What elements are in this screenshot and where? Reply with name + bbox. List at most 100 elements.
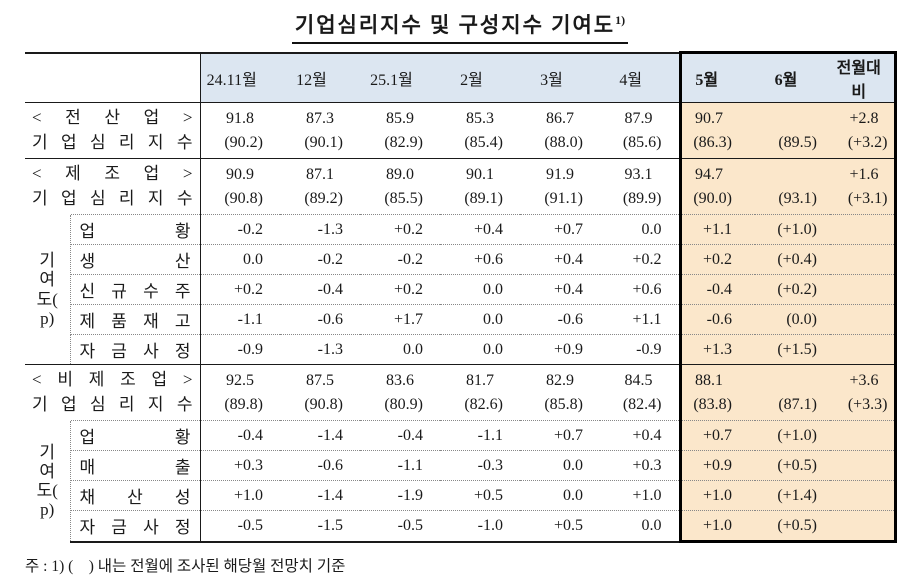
contrib-row-s2-r0: 기 여 도(p) 업 황 -0.2 -1.3 +0.2 +0.4 +0.7 0.0 +1.1 (+1.… (25, 214, 897, 365)
index-cell-s1-c2: 89.0 (85.5) (360, 158, 440, 215)
contrib-row-label: 업 황 (70, 420, 201, 451)
index-cell-s1-c1: 87.1 (89.2) (280, 158, 360, 215)
contrib-cell-s2-r4-c5: -0.9 (600, 334, 680, 365)
index-row-label: < 비 제 조 업 > 기 업 심 리 지 수 (25, 364, 201, 421)
index-cell-s0-c8: +2.8 (+3.2) (830, 102, 897, 159)
contrib-cell-s2-r1-c6: +0.2 (678, 244, 755, 275)
corner-cell (25, 51, 201, 103)
index-cell-s0-c3: 85.3 (85.4) (440, 102, 520, 159)
index-cell-s0-c5: 87.9 (85.6) (600, 102, 680, 159)
contrib-cell-s2-r1-c1: -0.2 (280, 244, 360, 275)
contrib-cell-s4-r1-c5: +0.3 (600, 450, 680, 481)
index-cell-s3-c1: 87.5 (90.8) (280, 364, 360, 421)
contrib-cell-s2-r0-c6: +1.1 (678, 214, 755, 245)
contrib-row-label: 자 금 사 정 (70, 510, 201, 543)
col-header-5: 3월 (520, 51, 600, 103)
contrib-row-s2-r1: 생 산 0.0 -0.2 -0.2 +0.6 +0.4 +0.2 +0.2 (+0.4) (25, 244, 897, 275)
contrib-cell-s4-r0-c8 (830, 420, 897, 451)
contrib-cell-s2-r2-c4: +0.4 (520, 274, 600, 305)
index-cell-s1-c6: 94.7 (90.0) (678, 158, 755, 215)
contrib-cell-s2-r1-c2: -0.2 (360, 244, 440, 275)
contrib-cell-s2-r4-c8 (830, 334, 897, 365)
contrib-cell-s4-r0-c3: -1.1 (440, 420, 520, 451)
contrib-cell-s2-r4-c2: 0.0 (360, 334, 440, 365)
index-cell-s1-c8: +1.6 (+3.1) (830, 158, 897, 215)
contrib-row-s2-r4: 자 금 사 정 -0.9 -1.3 0.0 0.0 +0.9 -0.9 +1.3 (+1.5) (25, 334, 897, 365)
title-block: 기업심리지수 및 구성지수 기여도1) (0, 0, 920, 44)
footnote-ref-marker: 1) (615, 13, 626, 27)
contrib-cell-s4-r3-c7: (+0.5) (755, 510, 830, 543)
contrib-cell-s2-r1-c8 (830, 244, 897, 275)
contrib-cell-s2-r0-c1: -1.3 (280, 214, 360, 245)
contrib-cell-s2-r0-c4: +0.7 (520, 214, 600, 245)
index-cell-s3-c4: 82.9 (85.8) (520, 364, 600, 421)
contrib-cell-s2-r2-c6: -0.4 (678, 274, 755, 305)
index-cell-s1-c5: 93.1 (89.9) (600, 158, 680, 215)
col-header-2: 12월 (280, 51, 360, 103)
contrib-cell-s4-r2-c8 (830, 480, 897, 511)
index-cell-s3-c6: 88.1 (83.8) (678, 364, 755, 421)
index-cell-s3-c3: 81.7 (82.6) (440, 364, 520, 421)
contrib-cell-s2-r3-c6: -0.6 (678, 304, 755, 335)
contrib-cell-s2-r2-c7: (+0.2) (755, 274, 830, 305)
contrib-cell-s2-r0-c8 (830, 214, 897, 245)
contrib-cell-s2-r0-c3: +0.4 (440, 214, 520, 245)
index-cell-s3-c7: (87.1) (755, 364, 830, 421)
contrib-row-label: 신 규 수 주 (70, 274, 201, 305)
contrib-cell-s2-r1-c5: +0.2 (600, 244, 680, 275)
contrib-cell-s4-r1-c2: -1.1 (360, 450, 440, 481)
contrib-cell-s2-r0-c2: +0.2 (360, 214, 440, 245)
contrib-cell-s4-r3-c8 (830, 510, 897, 543)
contrib-cell-s2-r2-c8 (830, 274, 897, 305)
contrib-cell-s4-r2-c1: -1.4 (280, 480, 360, 511)
index-cell-s0-c2: 85.9 (82.9) (360, 102, 440, 159)
contrib-row-s4-r3: 자 금 사 정 -0.5 -1.5 -0.5 -1.0 +0.5 0.0 +1.0 (+0.5) (25, 510, 897, 543)
contrib-cell-s2-r0-c5: 0.0 (600, 214, 680, 245)
contrib-cell-s2-r1-c0: 0.0 (200, 244, 280, 275)
contrib-cell-s4-r3-c3: -1.0 (440, 510, 520, 543)
table-head: 24.11월 12월 25.1월 2월 3월 4월 5월 6월 전월대비 (25, 51, 897, 103)
index-cell-s0-c4: 86.7 (88.0) (520, 102, 600, 159)
col-header-8: 6월 (755, 51, 830, 103)
contrib-row-s4-r1: 매 출 +0.3 -0.6 -1.1 -0.3 0.0 +0.3 +0.9 (+0.5) (25, 450, 897, 481)
contrib-cell-s4-r1-c1: -0.6 (280, 450, 360, 481)
contrib-row-label: 제 품 재 고 (70, 304, 201, 335)
contrib-cell-s4-r2-c0: +1.0 (200, 480, 280, 511)
business-sentiment-table: 24.11월 12월 25.1월 2월 3월 4월 5월 6월 전월대비 < 전 산 업 > 기 … (25, 51, 897, 543)
contrib-cell-s4-r3-c6: +1.0 (678, 510, 755, 543)
contrib-cell-s4-r1-c8 (830, 450, 897, 481)
contrib-cell-s4-r0-c1: -1.4 (280, 420, 360, 451)
contrib-cell-s4-r0-c0: -0.4 (200, 420, 280, 451)
contrib-cell-s2-r4-c4: +0.9 (520, 334, 600, 365)
contrib-cell-s2-r3-c7: (0.0) (755, 304, 830, 335)
index-cell-s1-c4: 91.9 (91.1) (520, 158, 600, 215)
contrib-cell-s4-r3-c4: +0.5 (520, 510, 600, 543)
contrib-cell-s4-r0-c4: +0.7 (520, 420, 600, 451)
contrib-cell-s2-r3-c2: +1.7 (360, 304, 440, 335)
index-cell-s3-c2: 83.6 (80.9) (360, 364, 440, 421)
index-cell-s3-c5: 84.5 (82.4) (600, 364, 680, 421)
contrib-cell-s2-r2-c1: -0.4 (280, 274, 360, 305)
index-cell-s1-c3: 90.1 (89.1) (440, 158, 520, 215)
contrib-cell-s2-r4-c0: -0.9 (200, 334, 280, 365)
index-row-label: < 제 조 업 > 기 업 심 리 지 수 (25, 158, 201, 215)
contrib-cell-s4-r0-c7: (+1.0) (755, 420, 830, 451)
contrib-row-s2-r2: 신 규 수 주 +0.2 -0.4 +0.2 0.0 +0.4 +0.6 -0.4 (+0.2) (25, 274, 897, 305)
contrib-cell-s4-r2-c7: (+1.4) (755, 480, 830, 511)
contrib-cell-s4-r2-c2: -1.9 (360, 480, 440, 511)
col-header-4: 2월 (440, 51, 520, 103)
index-cell-s0-c0: 91.8 (90.2) (200, 102, 280, 159)
contrib-row-s4-r0: 기 여 도(p) 업 황 -0.4 -1.4 -0.4 -1.1 +0.7 +0.4 +0.7 (+1… (25, 420, 897, 542)
index-cell-s0-c6: 90.7 (86.3) (678, 102, 755, 159)
index-row-0: < 전 산 업 > 기 업 심 리 지 수 91.8 (90.2) 87.3 (90.1)… (25, 102, 897, 159)
contrib-cell-s4-r2-c4: 0.0 (520, 480, 600, 511)
contrib-cell-s2-r3-c4: -0.6 (520, 304, 600, 335)
contrib-cell-s2-r1-c3: +0.6 (440, 244, 520, 275)
contrib-cell-s2-r0-c7: (+1.0) (755, 214, 830, 245)
contrib-cell-s2-r2-c2: +0.2 (360, 274, 440, 305)
page-title-text: 기업심리지수 및 구성지수 기여도 (294, 13, 616, 37)
contrib-cell-s2-r0-c0: -0.2 (200, 214, 280, 245)
index-row-label: < 전 산 업 > 기 업 심 리 지 수 (25, 102, 201, 159)
contrib-cell-s4-r0-c5: +0.4 (600, 420, 680, 451)
contrib-cell-s4-r1-c4: 0.0 (520, 450, 600, 481)
